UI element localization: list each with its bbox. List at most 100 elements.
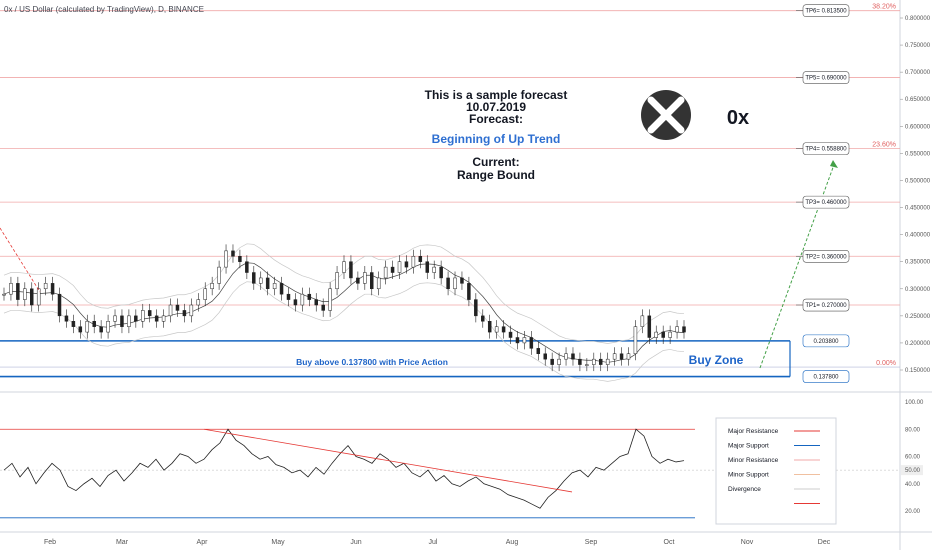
target-callout-box bbox=[802, 298, 850, 312]
candle-body bbox=[258, 277, 263, 284]
target-callout-label: TP3= 0.460000 bbox=[805, 200, 847, 206]
candle-body bbox=[99, 326, 103, 333]
candle-body bbox=[397, 261, 402, 273]
candle-body bbox=[356, 277, 360, 284]
candle-body bbox=[592, 358, 596, 365]
candle-body bbox=[154, 315, 159, 322]
legend-box bbox=[715, 417, 837, 525]
target-callout-box bbox=[802, 4, 850, 17]
candle-body bbox=[598, 358, 603, 365]
target-callout-label: TP6= 0.813500 bbox=[805, 9, 847, 15]
time-axis-label: Mar bbox=[116, 539, 129, 546]
forecast-arrowhead-icon bbox=[830, 160, 838, 168]
candle-body bbox=[536, 348, 541, 355]
candle-body bbox=[120, 315, 124, 327]
candle-body bbox=[446, 277, 450, 290]
oscillator-current-badge bbox=[901, 465, 923, 476]
time-axis-label: Apr bbox=[197, 539, 209, 546]
candle-body bbox=[619, 353, 624, 360]
forecast-line-4: Beginning of Up Trend bbox=[432, 132, 561, 146]
candle-body bbox=[286, 293, 291, 300]
target-callout-label: TP4= 0.558800 bbox=[805, 147, 847, 153]
price-axis-tick-label: 0.750000 bbox=[905, 43, 931, 49]
candle-body bbox=[279, 283, 284, 295]
candlestick-series bbox=[2, 244, 686, 372]
candle-body bbox=[64, 315, 69, 322]
candle-body bbox=[376, 277, 381, 290]
candle-body bbox=[252, 272, 256, 284]
horizontal-level-lines bbox=[0, 10, 900, 378]
candle-body bbox=[605, 358, 610, 365]
candle-body bbox=[626, 353, 631, 360]
oscillator-axis-label: 20.00 bbox=[905, 509, 921, 515]
forecast-arrow-line bbox=[759, 161, 836, 369]
candle-body bbox=[474, 299, 478, 317]
candle-body bbox=[217, 266, 221, 284]
candle-body bbox=[501, 326, 506, 333]
candle-body bbox=[612, 353, 617, 360]
candle-body bbox=[335, 272, 339, 290]
target-callout-label: TP2= 0.360000 bbox=[805, 254, 847, 260]
symbol-label: 0x / US Dollar (calculated by TradingVie… bbox=[4, 5, 204, 14]
candle-body bbox=[57, 293, 62, 317]
candle-body bbox=[453, 277, 457, 290]
candle-body bbox=[127, 315, 131, 327]
time-axis-label: Feb bbox=[44, 539, 56, 546]
candle-body bbox=[78, 326, 83, 333]
price-axis-tick-label: 0.650000 bbox=[905, 97, 931, 103]
candle-body bbox=[43, 283, 48, 290]
candle-body bbox=[654, 331, 658, 338]
oscillator-axis-label: 60.00 bbox=[905, 455, 921, 461]
candle-body bbox=[245, 261, 249, 273]
candle-body bbox=[321, 304, 325, 311]
candle-body bbox=[564, 353, 568, 360]
candle-body bbox=[342, 261, 346, 273]
candle-body bbox=[231, 250, 235, 257]
candle-body bbox=[467, 283, 471, 300]
time-axis-label: Jun bbox=[350, 539, 361, 546]
candle-body bbox=[85, 321, 90, 333]
candle-body bbox=[487, 321, 492, 333]
buy-zone-label: Buy Zone bbox=[689, 353, 744, 367]
candle-body bbox=[647, 315, 652, 338]
time-axis-label: Oct bbox=[664, 539, 675, 546]
candle-body bbox=[182, 310, 187, 317]
legend-label: Minor Support bbox=[728, 472, 769, 479]
candle-body bbox=[92, 321, 96, 327]
buy-above-label: Buy above 0.137800 with Price Action bbox=[296, 357, 448, 367]
candle-body bbox=[224, 250, 228, 268]
oscillator-axis-label: 100.00 bbox=[905, 400, 924, 406]
forecast-line-5: Current: bbox=[472, 155, 519, 169]
candle-body bbox=[113, 315, 117, 322]
forecast-line-1: This is a sample forecast bbox=[425, 88, 568, 102]
candle-body bbox=[328, 288, 332, 311]
candle-body bbox=[293, 299, 298, 306]
oscillator-line bbox=[3, 428, 685, 509]
price-axis-tick-label: 0.600000 bbox=[905, 124, 931, 130]
candle-body bbox=[370, 272, 374, 290]
legend-label: Major Support bbox=[728, 443, 769, 450]
candle-body bbox=[390, 266, 395, 273]
candle-body bbox=[134, 315, 138, 322]
candle-body bbox=[349, 261, 353, 279]
oscillator-axis-label: 80.00 bbox=[905, 427, 921, 433]
candle-body bbox=[238, 256, 242, 262]
forecast-line-3: Forecast: bbox=[469, 112, 523, 126]
candle-body bbox=[50, 283, 55, 295]
time-axis-label: Jul bbox=[429, 539, 438, 546]
candle-body bbox=[161, 315, 166, 322]
candle-body bbox=[16, 283, 20, 300]
candle-body bbox=[175, 304, 180, 311]
candle-body bbox=[196, 299, 201, 306]
time-axis: Feb Mar Apr May Jun Jul Aug Sep Oct Nov Dec bbox=[44, 539, 831, 546]
fib-level-label: 23.60% bbox=[872, 142, 896, 149]
target-callout-box bbox=[802, 249, 850, 263]
candle-body bbox=[307, 293, 312, 300]
candle-body bbox=[633, 326, 638, 355]
candle-body bbox=[578, 358, 582, 365]
price-axis-tick-label: 0.800000 bbox=[905, 16, 931, 22]
price-axis-tick-label: 0.700000 bbox=[905, 70, 931, 76]
candle-body bbox=[550, 358, 554, 365]
candle-body bbox=[522, 337, 527, 344]
support-callout-box bbox=[802, 370, 850, 383]
